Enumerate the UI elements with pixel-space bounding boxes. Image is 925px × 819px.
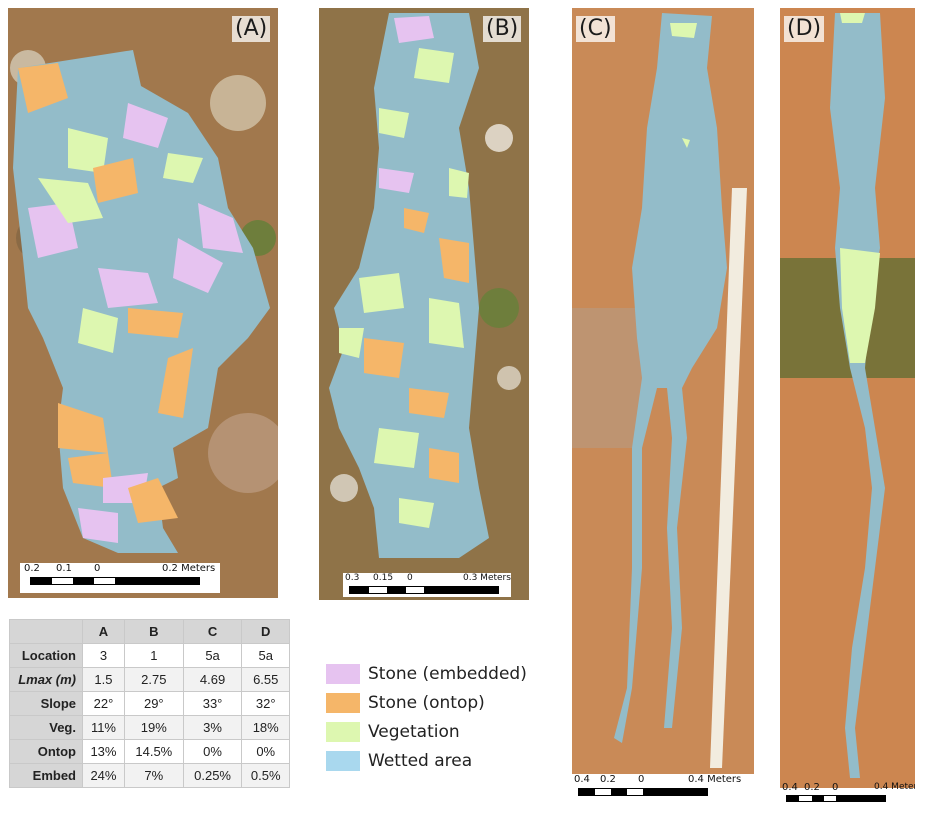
scale-b-tick-3: 0.3 Meters xyxy=(463,573,511,583)
table-header-cell xyxy=(9,619,83,644)
scale-a-tick-1: 0.1 xyxy=(56,563,72,574)
scale-b-tick-2: 0 xyxy=(407,573,413,583)
row-label: Embed xyxy=(9,763,83,788)
table-cell: 0.5% xyxy=(241,763,290,788)
table-cell: 22° xyxy=(82,691,125,716)
panel-a-label: (A) xyxy=(232,16,271,42)
table-cell: 4.69 xyxy=(182,667,243,692)
table-header-cell: C xyxy=(182,619,243,644)
legend-label: Wetted area xyxy=(368,751,473,771)
table-cell: 3 xyxy=(82,643,125,668)
panel-d-scalebar: 0.4 0.2 0 0.4 Meters xyxy=(780,782,915,803)
panel-b-scalebar: 0.3 0.15 0 0.3 Meters xyxy=(343,573,511,597)
table-cell: 0% xyxy=(182,739,243,764)
legend-label: Stone (ontop) xyxy=(368,693,485,713)
legend-swatch xyxy=(326,751,360,771)
table-cell: 0% xyxy=(241,739,290,764)
table-cell: 1.5 xyxy=(82,667,125,692)
scale-d-tick-1: 0.2 xyxy=(804,782,820,793)
table-cell: 6.55 xyxy=(241,667,290,692)
photo-panel-a: (A) 0.2 0.1 0 0.2 Meters xyxy=(8,8,278,598)
photo-panel-d: (D) 0.4 0.2 0 0.4 Meters xyxy=(780,8,915,803)
table-cell: 5a xyxy=(182,643,243,668)
table-cell: 11% xyxy=(82,715,125,740)
table-cell: 32° xyxy=(241,691,290,716)
table-cell: 24% xyxy=(82,763,125,788)
table-row: Veg. 11% 19% 3% 18% xyxy=(9,715,290,740)
legend-item: Wetted area xyxy=(326,749,472,773)
scale-b-tick-1: 0.15 xyxy=(373,573,394,583)
photo-panel-c: (C) 0.4 0.2 0 0.4 Meters xyxy=(572,8,754,798)
panel-a-scalebar: 0.2 0.1 0 0.2 Meters xyxy=(20,563,220,593)
table-cell: 3% xyxy=(182,715,243,740)
legend-swatch xyxy=(326,722,360,742)
table-cell: 7% xyxy=(123,763,184,788)
scale-c-tick-2: 0 xyxy=(638,774,645,785)
scale-a-tick-3: 0.2 Meters xyxy=(162,563,216,574)
scale-b-tick-0: 0.3 xyxy=(345,573,360,583)
table-cell: 19% xyxy=(123,715,184,740)
legend-swatch xyxy=(326,693,360,713)
panel-d-image xyxy=(780,8,915,803)
table-cell: 29° xyxy=(123,691,184,716)
scale-c-tick-3: 0.4 Meters xyxy=(688,774,742,785)
panel-b-label: (B) xyxy=(483,16,522,42)
table-header-cell: B xyxy=(123,619,184,644)
table-cell: 0.25% xyxy=(182,763,243,788)
panel-a-image xyxy=(8,8,278,598)
legend-label: Vegetation xyxy=(368,722,460,742)
scale-c-tick-1: 0.2 xyxy=(600,774,616,785)
row-label: Veg. xyxy=(9,715,83,740)
table-cell: 33° xyxy=(182,691,243,716)
scale-a-tick-2: 0 xyxy=(94,563,101,574)
legend-label: Stone (embedded) xyxy=(368,664,527,684)
table-cell: 2.75 xyxy=(123,667,184,692)
panel-b-image xyxy=(319,8,529,600)
scale-d-tick-0: 0.4 xyxy=(782,782,798,793)
stats-table: A B C D Location 3 1 5a 5a Lmax (m) 1.5 … xyxy=(9,619,290,788)
legend-item: Vegetation xyxy=(326,720,460,744)
panel-c-scalebar: 0.4 0.2 0 0.4 Meters xyxy=(572,774,754,798)
row-label: Location xyxy=(9,643,83,668)
table-row: Lmax (m) 1.5 2.75 4.69 6.55 xyxy=(9,667,290,692)
table-row: Ontop 13% 14.5% 0% 0% xyxy=(9,739,290,764)
table-cell: 1 xyxy=(123,643,184,668)
row-label: Slope xyxy=(9,691,83,716)
table-row: Slope 22° 29° 33° 32° xyxy=(9,691,290,716)
row-label: Ontop xyxy=(9,739,83,764)
table-header-cell: D xyxy=(241,619,290,644)
table-header-row: A B C D xyxy=(9,619,290,644)
table-cell: 14.5% xyxy=(123,739,184,764)
table-row: Location 3 1 5a 5a xyxy=(9,643,290,668)
legend-swatch xyxy=(326,664,360,684)
panel-d-label: (D) xyxy=(784,16,825,42)
scale-c-tick-0: 0.4 xyxy=(574,774,590,785)
scale-d-tick-3: 0.4 Meters xyxy=(874,782,915,792)
row-label: Lmax (m) xyxy=(9,667,83,692)
legend-item: Stone (embedded) xyxy=(326,662,527,686)
table-row: Embed 24% 7% 0.25% 0.5% xyxy=(9,763,290,788)
table-cell: 18% xyxy=(241,715,290,740)
legend-item: Stone (ontop) xyxy=(326,691,485,715)
table-cell: 5a xyxy=(241,643,290,668)
panel-c-label: (C) xyxy=(576,16,615,42)
scale-a-tick-0: 0.2 xyxy=(24,563,40,574)
table-cell: 13% xyxy=(82,739,125,764)
photo-panel-b: (B) 0.3 0.15 0 0.3 Meters xyxy=(319,8,529,600)
table-header-cell: A xyxy=(82,619,125,644)
scale-d-tick-2: 0 xyxy=(832,782,839,793)
panel-c-image xyxy=(572,8,754,798)
